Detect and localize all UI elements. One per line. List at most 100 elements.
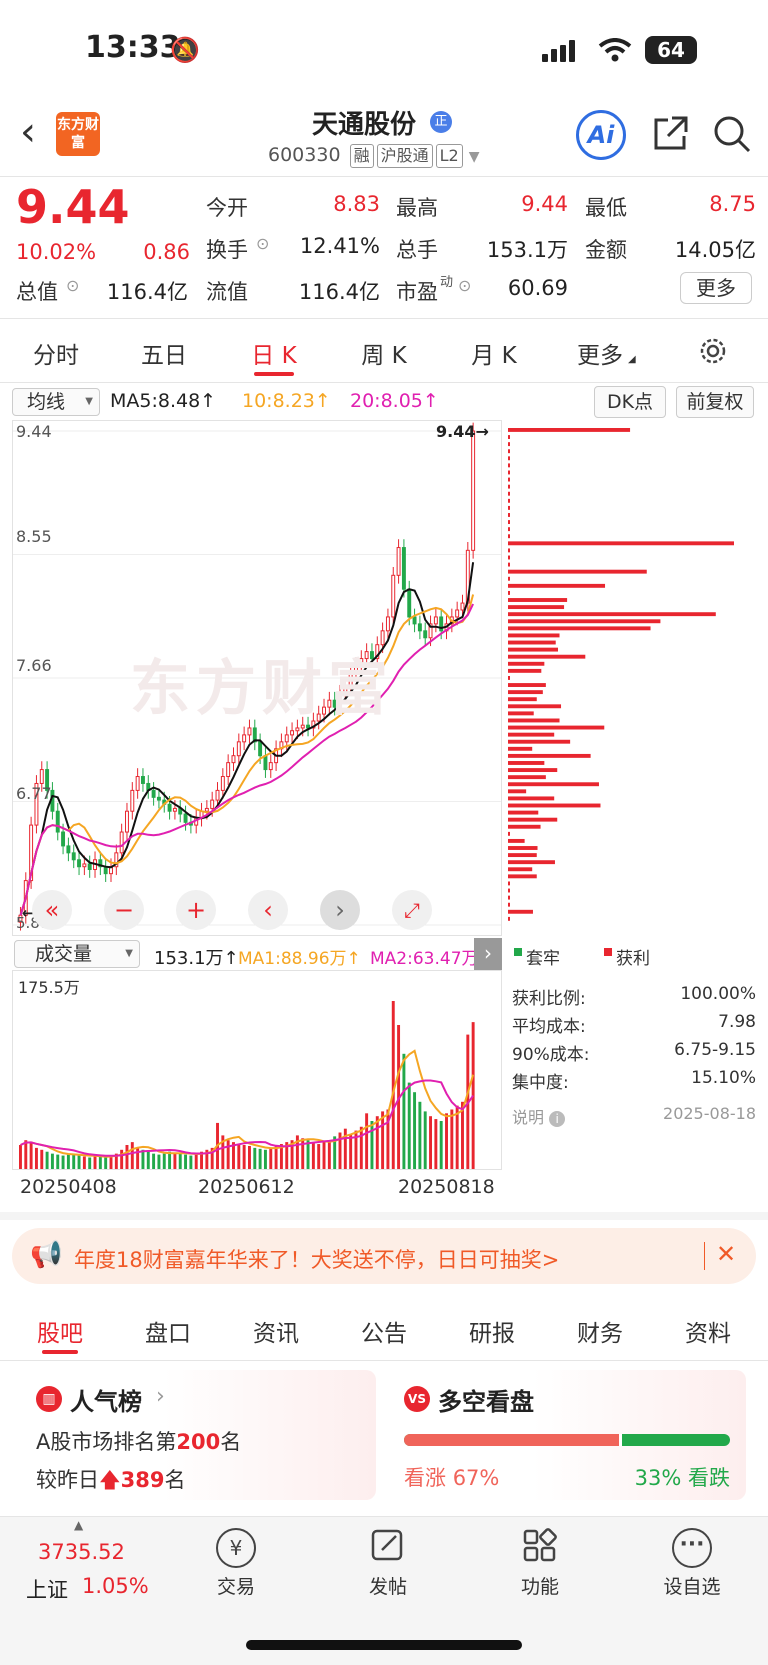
trade-yen-icon[interactable]: ¥ xyxy=(216,1528,256,1568)
info-icon[interactable]: ⊙ xyxy=(256,234,270,253)
adjust-button[interactable]: 前复权 xyxy=(676,386,754,418)
volume-bar xyxy=(114,1153,118,1169)
popularity-delta-line: 较昨日🡅389名 xyxy=(36,1464,185,1501)
volume-bar xyxy=(263,1149,267,1169)
volume-bar xyxy=(285,1142,289,1169)
expand-icon[interactable]: ⤢ xyxy=(392,890,432,930)
chip-bar xyxy=(508,761,545,765)
volume-bar xyxy=(413,1092,417,1169)
tab-weekly-k[interactable]: 周 K xyxy=(361,343,407,369)
ai-assistant-icon[interactable]: Ai xyxy=(576,110,626,160)
settings-gear-icon[interactable] xyxy=(696,334,730,368)
volume-bar xyxy=(349,1134,353,1169)
dk-point-button[interactable]: DK点 xyxy=(594,386,666,418)
tab-more[interactable]: 更多 xyxy=(577,343,623,369)
stock-name: 天通股份 xyxy=(312,110,417,140)
candle xyxy=(375,644,380,660)
tab-research[interactable]: 研报 xyxy=(469,1321,515,1347)
tab-forum[interactable]: 股吧 xyxy=(37,1321,83,1347)
tab-intraday[interactable]: 分时 xyxy=(33,343,79,369)
app-logo[interactable]: 东方财富 xyxy=(56,112,100,156)
tab-financials[interactable]: 财务 xyxy=(577,1321,623,1347)
scroll-right-icon[interactable]: › xyxy=(320,890,360,930)
functions-grid-icon[interactable] xyxy=(522,1528,558,1564)
nav-add-watchlist[interactable]: 设自选 xyxy=(663,1576,721,1598)
chart-bars-icon: ▥ xyxy=(36,1386,62,1412)
candle xyxy=(215,789,220,801)
nav-functions[interactable]: 功能 xyxy=(520,1576,559,1598)
close-icon[interactable]: ✕ xyxy=(716,1240,737,1268)
watchlist-dots-icon[interactable]: ··· xyxy=(672,1528,712,1568)
volume-bar xyxy=(338,1132,342,1169)
volume-bar xyxy=(418,1101,422,1169)
tab-monthly-k[interactable]: 月 K xyxy=(471,343,517,369)
caret-down-icon: ▼ xyxy=(125,948,133,959)
index-change[interactable]: 1.05% xyxy=(82,1574,149,1598)
popularity-card[interactable] xyxy=(22,1370,376,1500)
info-icon[interactable]: ⊙ xyxy=(66,276,80,295)
info-icon[interactable]: ⊙ xyxy=(458,276,472,295)
promo-banner[interactable] xyxy=(12,1228,756,1284)
post-edit-icon[interactable] xyxy=(370,1528,406,1564)
chip-note[interactable]: 说明 i xyxy=(512,1104,566,1128)
chip-bar xyxy=(508,626,651,631)
candle xyxy=(396,547,401,576)
share-icon[interactable] xyxy=(650,114,690,154)
caret-down-icon[interactable]: ▼ xyxy=(468,149,480,165)
rank-suffix: 名 xyxy=(220,1430,242,1454)
candle xyxy=(327,699,332,708)
nav-post[interactable]: 发帖 xyxy=(368,1576,407,1598)
volume-bar xyxy=(104,1157,108,1169)
chip-stat-value: 6.75-9.15 xyxy=(674,1040,756,1060)
volume-svg xyxy=(19,1001,475,1169)
tab-profile[interactable]: 资料 xyxy=(685,1321,731,1347)
zoom-out-icon[interactable]: − xyxy=(104,890,144,930)
chip-bar xyxy=(508,711,534,716)
volume-expand-arrow-icon[interactable]: › xyxy=(474,938,502,970)
index-value[interactable]: 3735.52 xyxy=(38,1540,125,1564)
search-icon[interactable] xyxy=(712,114,752,154)
tab-news[interactable]: 资讯 xyxy=(253,1321,299,1347)
change-amount: 0.86 xyxy=(143,240,190,264)
chip-bar xyxy=(508,612,716,617)
tab-daily-k[interactable]: 日 K xyxy=(251,343,297,369)
active-tab-indicator xyxy=(254,372,294,376)
tab-announcements[interactable]: 公告 xyxy=(361,1321,407,1347)
fast-back-icon[interactable]: « xyxy=(32,890,72,930)
quote-label: 金额 xyxy=(585,238,627,262)
bull-label-row: 看涨 67% xyxy=(404,1462,499,1492)
volume-chart[interactable] xyxy=(12,970,502,1170)
banner-text: 年度18财富嘉年华来了！大奖送不停，日日可抽奖> xyxy=(74,1248,560,1272)
volume-bar xyxy=(322,1142,326,1169)
candle xyxy=(55,810,60,833)
candle xyxy=(338,692,342,708)
ma-select[interactable]: 均线 ▼ xyxy=(12,388,100,416)
kline-chart[interactable] xyxy=(12,420,502,936)
zoom-in-icon[interactable]: + xyxy=(176,890,216,930)
chip-bar xyxy=(508,888,510,893)
change-percent: 10.02% xyxy=(16,240,97,264)
volume-bar xyxy=(365,1113,369,1169)
ma10-label: 10:8.23↑ xyxy=(242,390,331,412)
quote-label: 总值 xyxy=(16,280,58,304)
back-chevron-icon[interactable]: ‹ xyxy=(20,109,36,155)
scroll-left-icon[interactable]: ‹ xyxy=(248,890,288,930)
chip-bar xyxy=(508,768,558,773)
chip-bar xyxy=(508,505,510,510)
volume-select[interactable]: 成交量 ▼ xyxy=(14,940,140,968)
chip-stat-value: 100.00% xyxy=(680,984,756,1004)
index-name[interactable]: 上证 xyxy=(26,1578,68,1602)
candle xyxy=(322,706,326,715)
candle xyxy=(34,782,39,826)
candle xyxy=(167,803,172,812)
nav-trade[interactable]: 交易 xyxy=(216,1576,255,1598)
volume-bar xyxy=(24,1140,28,1169)
delta-suffix: 名 xyxy=(164,1468,186,1492)
chip-bar xyxy=(508,456,510,461)
tab-orderbook[interactable]: 盘口 xyxy=(145,1321,191,1347)
candle xyxy=(242,734,247,743)
tab-five-day[interactable]: 五日 xyxy=(141,343,187,369)
more-quote-button[interactable]: 更多 xyxy=(680,272,752,304)
volume-bar xyxy=(402,1053,406,1169)
candle xyxy=(77,859,82,868)
